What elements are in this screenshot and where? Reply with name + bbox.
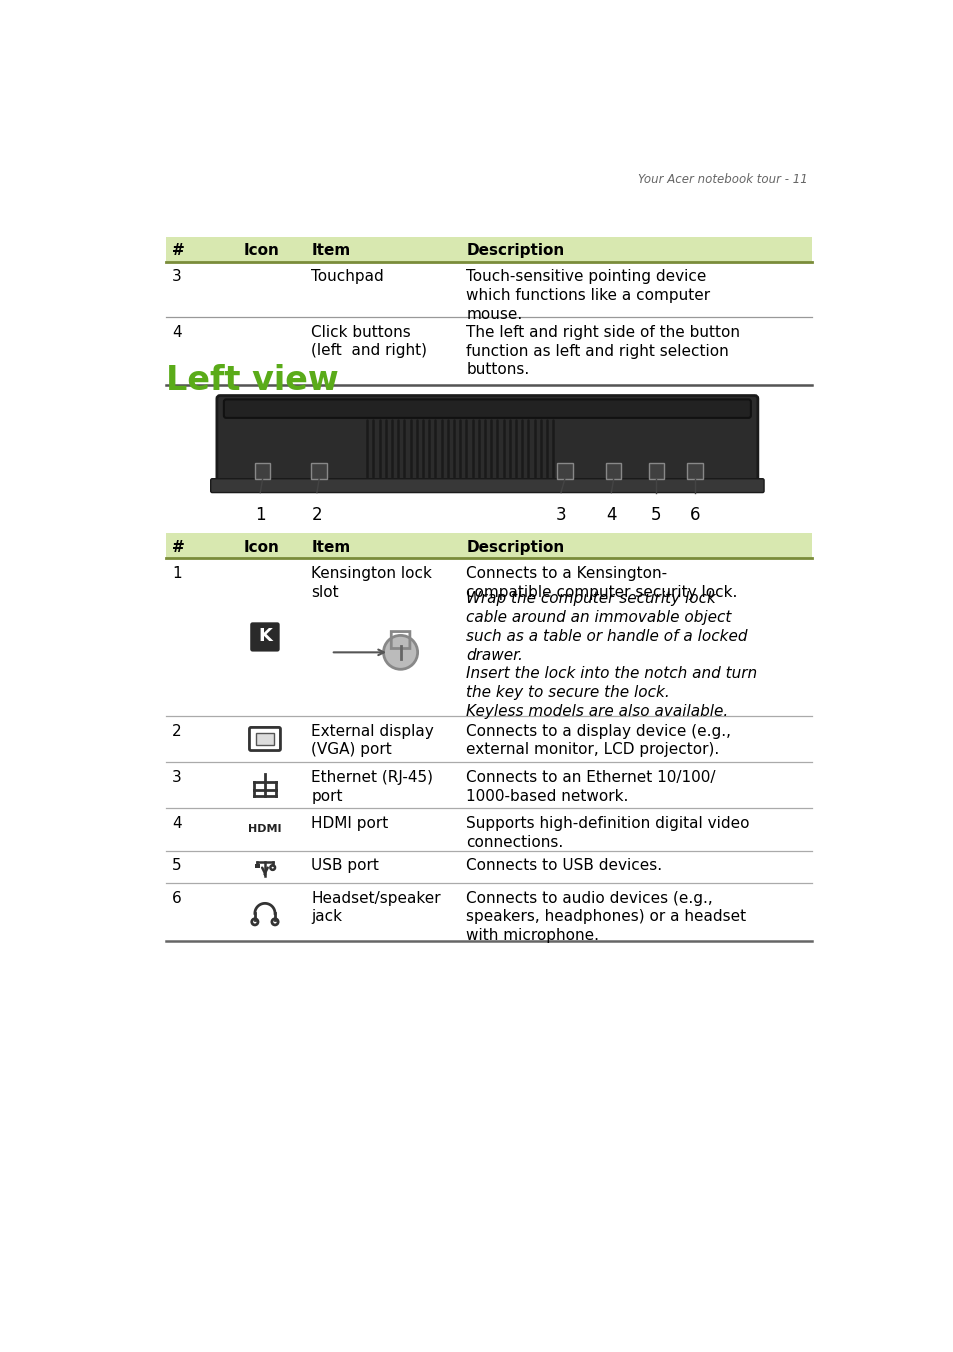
Text: HDMI: HDMI xyxy=(248,825,281,834)
Circle shape xyxy=(383,635,417,669)
FancyBboxPatch shape xyxy=(224,399,750,418)
Text: Icon: Icon xyxy=(243,539,279,554)
FancyBboxPatch shape xyxy=(686,462,702,480)
Text: Wrap the computer security lock
cable around an immovable object
such as a table: Wrap the computer security lock cable ar… xyxy=(466,591,757,719)
Text: Connects to a Kensington-
compatible computer security lock.: Connects to a Kensington- compatible com… xyxy=(466,565,737,599)
Text: 6: 6 xyxy=(172,891,181,906)
FancyBboxPatch shape xyxy=(249,727,280,750)
FancyBboxPatch shape xyxy=(211,479,763,492)
FancyBboxPatch shape xyxy=(216,396,757,489)
FancyBboxPatch shape xyxy=(254,462,270,480)
Bar xyxy=(166,237,811,261)
Text: Kensington lock
slot: Kensington lock slot xyxy=(311,565,432,599)
Text: 4: 4 xyxy=(605,507,616,525)
Text: Touchpad: Touchpad xyxy=(311,269,384,284)
Text: Description: Description xyxy=(466,539,564,554)
Text: 4: 4 xyxy=(172,817,181,831)
Text: 3: 3 xyxy=(172,769,181,784)
Text: K: K xyxy=(257,627,272,645)
FancyBboxPatch shape xyxy=(557,462,572,480)
Bar xyxy=(255,733,274,745)
Text: 2: 2 xyxy=(172,723,181,738)
Text: Your Acer notebook tour - 11: Your Acer notebook tour - 11 xyxy=(637,173,806,187)
Text: 3: 3 xyxy=(555,507,566,525)
Text: 3: 3 xyxy=(172,269,181,284)
Text: #: # xyxy=(172,539,185,554)
Text: Connects to a display device (e.g.,
external monitor, LCD projector).: Connects to a display device (e.g., exte… xyxy=(466,723,731,757)
Bar xyxy=(254,864,259,868)
Text: 2: 2 xyxy=(312,507,322,525)
Text: Headset/speaker
jack: Headset/speaker jack xyxy=(311,891,440,925)
Bar xyxy=(166,534,811,558)
Text: Item: Item xyxy=(311,243,351,258)
Text: #: # xyxy=(172,243,185,258)
Text: The left and right side of the button
function as left and right selection
butto: The left and right side of the button fu… xyxy=(466,324,740,377)
Text: 1: 1 xyxy=(172,565,181,581)
Text: 5: 5 xyxy=(172,859,181,873)
Text: Connects to USB devices.: Connects to USB devices. xyxy=(466,859,662,873)
Text: Supports high-definition digital video
connections.: Supports high-definition digital video c… xyxy=(466,817,749,850)
Text: Connects to an Ethernet 10/100/
1000-based network.: Connects to an Ethernet 10/100/ 1000-bas… xyxy=(466,769,715,803)
Text: Icon: Icon xyxy=(243,243,279,258)
Text: 6: 6 xyxy=(689,507,700,525)
Text: Touch-sensitive pointing device
which functions like a computer
mouse.: Touch-sensitive pointing device which fu… xyxy=(466,269,710,322)
FancyBboxPatch shape xyxy=(250,622,279,652)
Text: Left view: Left view xyxy=(166,364,338,397)
Text: 5: 5 xyxy=(650,507,660,525)
FancyBboxPatch shape xyxy=(648,462,663,480)
Text: Ethernet (RJ-45)
port: Ethernet (RJ-45) port xyxy=(311,769,433,803)
Text: 1: 1 xyxy=(254,507,265,525)
Text: Connects to audio devices (e.g.,
speakers, headphones) or a headset
with microph: Connects to audio devices (e.g., speaker… xyxy=(466,891,746,944)
FancyBboxPatch shape xyxy=(311,462,327,480)
Text: Description: Description xyxy=(466,243,564,258)
Text: Click buttons
(left  and right): Click buttons (left and right) xyxy=(311,324,427,358)
Text: USB port: USB port xyxy=(311,859,379,873)
Text: 4: 4 xyxy=(172,324,181,339)
Text: HDMI port: HDMI port xyxy=(311,817,388,831)
FancyBboxPatch shape xyxy=(605,462,620,480)
Text: Item: Item xyxy=(311,539,351,554)
Text: External display
(VGA) port: External display (VGA) port xyxy=(311,723,434,757)
